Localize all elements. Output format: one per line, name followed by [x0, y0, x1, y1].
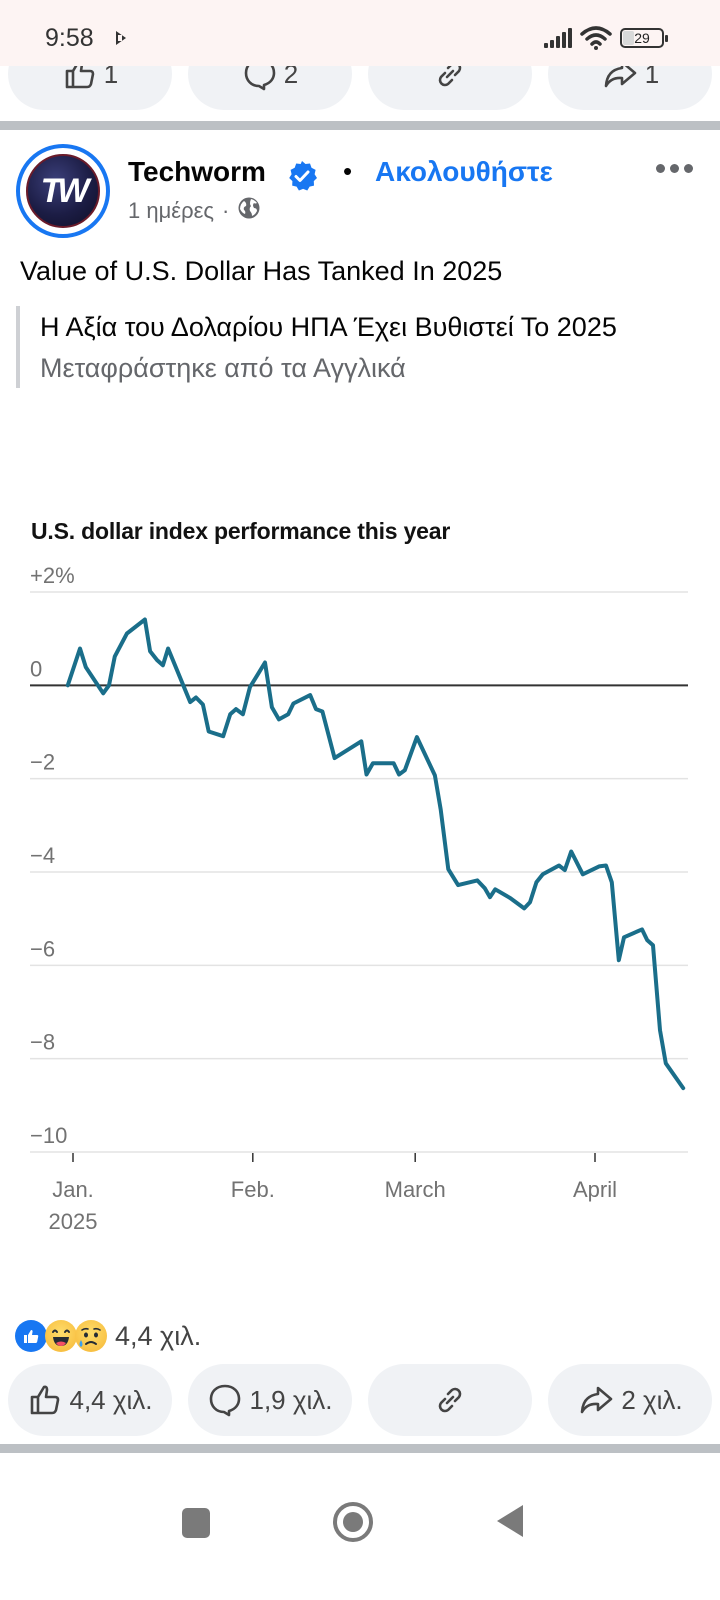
verified-badge-icon — [286, 160, 318, 197]
comment-count: 2 — [283, 58, 299, 89]
sad-reaction-icon — [75, 1320, 107, 1352]
battery-level: 29 — [634, 30, 650, 46]
share-button[interactable]: 2 χιλ. — [548, 1364, 712, 1436]
x-tick-label: Jan. — [52, 1177, 94, 1202]
translation-block: Η Αξία του Δολαρίου ΗΠΑ Έχει Βυθιστεί Το… — [16, 306, 696, 388]
like-button[interactable]: 4,4 χιλ. — [8, 1364, 172, 1436]
signal-icon — [544, 28, 572, 48]
share-count: 2 χιλ. — [621, 1384, 683, 1415]
comment-icon — [207, 1382, 243, 1418]
like-reaction-icon — [15, 1320, 47, 1352]
post-separator — [0, 1444, 720, 1453]
status-icons: 29 — [544, 26, 668, 50]
x-tick-sublabel: 2025 — [49, 1209, 98, 1234]
page-name[interactable]: Techworm — [128, 156, 266, 187]
home-button[interactable] — [333, 1502, 373, 1542]
play-store-icon — [116, 31, 126, 45]
x-tick-label: March — [385, 1177, 446, 1202]
avatar-logo: TW — [26, 154, 100, 228]
post-time[interactable]: 1 ημέρες — [128, 198, 214, 223]
line-chart: +2% 0 −2 −4 −6 −8 −10 Jan. 2025 Feb. March April — [30, 563, 688, 1234]
wifi-icon — [580, 26, 612, 50]
post-meta: 1 ημέρες · — [128, 196, 261, 226]
post-separator — [0, 121, 720, 130]
comment-count: 1,9 χιλ. — [249, 1384, 333, 1415]
reactions-summary[interactable]: 4,4 χιλ. — [15, 1320, 201, 1352]
share-icon — [601, 56, 639, 92]
series-line — [65, 617, 686, 1091]
reaction-count: 4,4 χιλ. — [115, 1320, 202, 1351]
name-separator: • — [343, 156, 353, 186]
globe-icon — [237, 196, 261, 226]
recents-button[interactable] — [182, 1508, 210, 1538]
y-tick-label: −10 — [30, 1123, 67, 1148]
chart-title: U.S. dollar index performance this year — [31, 518, 451, 544]
y-tick-label: −2 — [30, 750, 55, 775]
share-icon — [577, 1382, 615, 1418]
x-tick-label: April — [573, 1177, 617, 1202]
thumbs-up-icon — [27, 1382, 63, 1418]
y-tick-label: −6 — [30, 936, 55, 961]
navigation-bar — [0, 1470, 720, 1600]
follow-button[interactable]: Ακολουθήστε — [375, 156, 553, 187]
y-tick-label: +2% — [30, 563, 75, 588]
status-bar: 9:58 29 — [0, 0, 720, 66]
link-icon — [432, 1382, 468, 1418]
y-tick-label: −8 — [30, 1030, 55, 1055]
back-button[interactable] — [497, 1505, 523, 1537]
translation-note[interactable]: Μεταφράστηκε από τα Αγγλικά — [40, 353, 406, 383]
post-action-bar: 4,4 χιλ. 1,9 χιλ. 2 χιλ. — [8, 1364, 712, 1436]
like-count: 4,4 χιλ. — [69, 1384, 153, 1415]
comment-icon — [242, 56, 278, 92]
page-avatar[interactable]: TW — [16, 144, 110, 238]
translated-text: Η Αξία του Δολαρίου ΗΠΑ Έχει Βυθιστεί Το… — [40, 312, 617, 342]
more-options-icon[interactable] — [656, 164, 693, 173]
copy-link-button[interactable] — [368, 1364, 532, 1436]
y-tick-label: 0 — [30, 656, 42, 681]
comment-button[interactable]: 1,9 χιλ. — [188, 1364, 352, 1436]
meta-separator: · — [222, 198, 230, 223]
status-time: 9:58 — [45, 24, 94, 52]
x-tick-label: Feb. — [231, 1177, 275, 1202]
share-count: 1 — [644, 58, 660, 89]
like-count: 1 — [103, 58, 119, 89]
battery-icon: 29 — [620, 28, 668, 48]
y-tick-label: −4 — [30, 843, 55, 868]
chart-image[interactable]: U.S. dollar index performance this year … — [0, 500, 720, 1260]
haha-reaction-icon — [45, 1320, 77, 1352]
post-text: Value of U.S. Dollar Has Tanked In 2025 — [20, 256, 503, 286]
